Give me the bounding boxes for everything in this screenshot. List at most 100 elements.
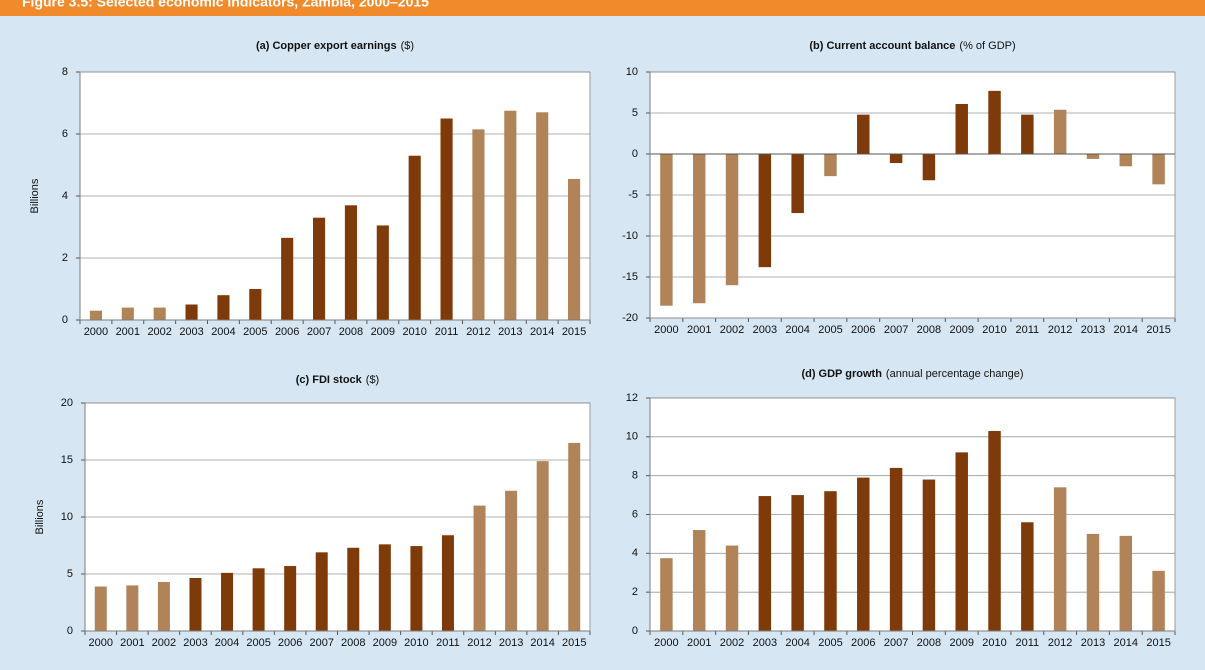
- x-tick-label: 2006: [278, 637, 302, 649]
- plot-border: [79, 71, 591, 321]
- bar: [758, 496, 772, 631]
- chart-title: (d) GDP growth (annual percentage change): [801, 368, 1023, 380]
- y-tick-label: 20: [61, 397, 73, 409]
- bar: [89, 310, 102, 320]
- x-tick-label: 2011: [1016, 637, 1040, 649]
- x-tick-label: 2008: [341, 637, 365, 649]
- y-tick-label: 15: [61, 454, 73, 466]
- x-tick-label: 2000: [84, 326, 108, 338]
- x-tick-label: 2010: [404, 637, 428, 649]
- x-tick-label: 2013: [498, 326, 522, 338]
- bar: [660, 558, 673, 631]
- bar: [221, 572, 234, 631]
- x-tick-label: 2010: [982, 324, 1006, 336]
- bar: [725, 154, 739, 286]
- x-tick-label: 2000: [654, 637, 678, 649]
- x-tick-label: 2009: [949, 324, 973, 336]
- x-tick-label: 2011: [436, 637, 460, 649]
- chart-title-main: (d) GDP growth: [801, 368, 882, 380]
- bar: [284, 566, 297, 631]
- bar: [440, 118, 453, 320]
- x-tick-label: 2001: [687, 637, 711, 649]
- x-tick-label: 2001: [687, 324, 711, 336]
- bar: [1021, 522, 1034, 631]
- x-tick-label: 2013: [499, 637, 523, 649]
- y-tick-label: -20: [622, 312, 638, 324]
- bar: [824, 154, 837, 177]
- bar: [185, 304, 198, 320]
- x-tick-label: 2001: [116, 326, 140, 338]
- bar: [692, 530, 706, 631]
- bar: [344, 205, 357, 320]
- chart-title-note: ($): [366, 374, 379, 386]
- x-tick-label: 2008: [917, 637, 941, 649]
- x-tick-label: 2002: [720, 637, 744, 649]
- x-tick-label: 2002: [152, 637, 176, 649]
- chart-title-note: (% of GDP): [959, 40, 1015, 52]
- y-tick-label: 4: [632, 547, 638, 559]
- bar: [791, 154, 804, 214]
- x-tick-label: 2003: [183, 637, 207, 649]
- bar: [955, 103, 968, 154]
- y-tick-label: 10: [626, 431, 638, 443]
- x-tick-label: 2003: [179, 326, 203, 338]
- x-tick-label: 2000: [89, 637, 113, 649]
- x-tick-label: 2006: [851, 637, 875, 649]
- bar: [660, 154, 673, 306]
- bar: [791, 495, 804, 631]
- y-tick-label: 0: [62, 314, 68, 326]
- bar: [1152, 570, 1165, 631]
- bar: [1053, 487, 1067, 631]
- bar: [536, 461, 549, 631]
- plot-border: [84, 402, 591, 632]
- bar: [1119, 154, 1133, 167]
- x-tick-label: 2002: [147, 326, 171, 338]
- bar: [252, 568, 265, 631]
- bar: [153, 307, 166, 320]
- bar: [94, 586, 107, 631]
- y-tick-label: 0: [67, 625, 73, 637]
- y-tick-label: 6: [632, 508, 638, 520]
- chart-title-main: (b) Current account balance: [809, 40, 955, 52]
- x-tick-label: 2004: [785, 637, 809, 649]
- x-tick-label: 2015: [1146, 637, 1170, 649]
- x-tick-label: 2014: [530, 326, 554, 338]
- x-tick-label: 2012: [1048, 324, 1072, 336]
- chart-title: (c) FDI stock ($): [296, 374, 379, 386]
- y-tick-label: 2: [632, 586, 638, 598]
- bar: [889, 467, 903, 631]
- chart-title: (b) Current account balance (% of GDP): [809, 40, 1015, 52]
- bar: [189, 577, 202, 631]
- bar: [473, 505, 486, 631]
- bar: [857, 477, 870, 631]
- x-tick-label: 2005: [246, 637, 270, 649]
- x-tick-label: 2014: [1114, 637, 1138, 649]
- bar: [281, 237, 294, 320]
- x-tick-label: 2003: [753, 324, 777, 336]
- bar: [505, 490, 518, 631]
- x-tick-label: 2011: [435, 326, 459, 338]
- bar: [249, 289, 262, 320]
- x-tick-label: 2005: [818, 637, 842, 649]
- x-tick-label: 2007: [309, 637, 333, 649]
- bar: [889, 154, 903, 164]
- y-tick-label: 8: [632, 470, 638, 482]
- x-tick-label: 2007: [884, 637, 908, 649]
- y-axis-label: Billions: [34, 499, 46, 534]
- x-tick-label: 2009: [371, 326, 395, 338]
- x-tick-label: 2006: [275, 326, 299, 338]
- x-tick-label: 2005: [243, 326, 267, 338]
- x-tick-label: 2010: [982, 637, 1006, 649]
- bar: [121, 307, 134, 320]
- y-tick-label: 12: [626, 392, 638, 404]
- bar: [378, 544, 391, 631]
- x-tick-label: 2011: [1016, 324, 1040, 336]
- bar: [758, 154, 772, 268]
- x-tick-label: 2004: [785, 324, 809, 336]
- bar: [410, 546, 423, 631]
- y-axis-label: Billions: [29, 178, 41, 213]
- x-tick-label: 2006: [851, 324, 875, 336]
- x-tick-label: 2007: [307, 326, 331, 338]
- y-tick-label: 5: [67, 568, 73, 580]
- x-tick-label: 2005: [818, 324, 842, 336]
